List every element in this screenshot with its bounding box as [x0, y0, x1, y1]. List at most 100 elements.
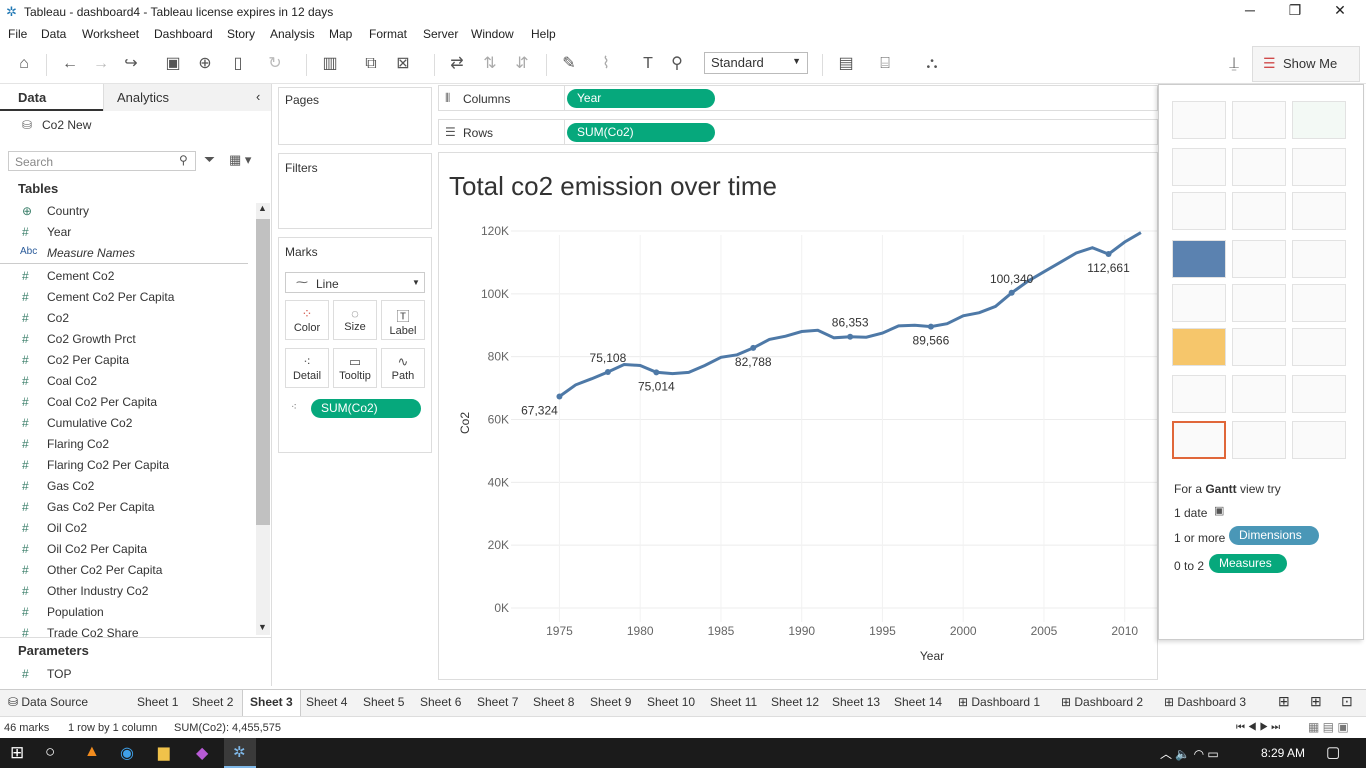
file-explorer-icon[interactable]: ▆: [158, 744, 170, 761]
windows-start-icon[interactable]: ⊞: [10, 743, 25, 762]
vlc-icon[interactable]: ▲: [84, 743, 100, 760]
menu-story[interactable]: Story: [227, 27, 256, 41]
field-gas-co2[interactable]: # Gas Co2: [0, 476, 255, 497]
chart-option-box-whisker[interactable]: [1292, 375, 1346, 413]
menu-dashboard[interactable]: Dashboard: [154, 27, 213, 41]
color-button[interactable]: ⁘ Color: [285, 300, 329, 340]
chart-option-circle-views[interactable]: [1232, 240, 1286, 278]
tab-dashboard-1[interactable]: ⊞ Dashboard 1: [958, 695, 1040, 709]
field-cement-co2[interactable]: # Cement Co2: [0, 266, 255, 287]
duplicate-icon[interactable]: ⧉: [365, 55, 377, 72]
new-worksheet-icon[interactable]: ▥: [322, 55, 338, 72]
tooltip-button[interactable]: ▭ Tooltip: [333, 348, 377, 388]
paint-app-icon[interactable]: ◆: [196, 745, 209, 762]
line-chart[interactable]: 0K 20K 40K 60K 80K 100K 120K 1975 1980 1985 1990 1…: [439, 153, 1157, 679]
scroll-thumb[interactable]: [256, 219, 270, 525]
tab-data[interactable]: Data: [0, 84, 103, 111]
field-flaring-co2[interactable]: # Flaring Co2: [0, 434, 255, 455]
chart-option-histogram[interactable]: [1232, 375, 1286, 413]
tab-sheet-1[interactable]: Sheet 1: [137, 695, 179, 709]
chart-option-side-by-side-circles[interactable]: [1292, 240, 1346, 278]
tab-sheet-10[interactable]: Sheet 10: [647, 695, 696, 709]
menu-server[interactable]: Server: [423, 27, 459, 41]
field-list-scrollbar[interactable]: ▲ ▼: [256, 203, 270, 635]
chart-option-text-table[interactable]: [1172, 101, 1226, 139]
columns-pill-year[interactable]: Year: [567, 89, 715, 108]
field-oil-co2[interactable]: # Oil Co2: [0, 518, 255, 539]
chart-option-stacked-bars[interactable]: [1232, 192, 1286, 230]
new-story-tab-icon[interactable]: ⊡: [1341, 693, 1353, 709]
field-co2-growth-prct[interactable]: # Co2 Growth Prct: [0, 329, 255, 350]
presentation-icon[interactable]: ⌸: [880, 55, 890, 72]
chart-option-horizontal-bars[interactable]: [1172, 192, 1226, 230]
sort-descending-icon[interactable]: ⇵: [515, 55, 529, 72]
chart-option-area-discrete[interactable]: [1232, 328, 1286, 366]
field-cumulative-co2[interactable]: # Cumulative Co2: [0, 413, 255, 434]
grid-view-icon[interactable]: ▦ ▤ ▣: [1308, 720, 1349, 734]
detail-button[interactable]: ⁖ Detail: [285, 348, 329, 388]
tab-sheet-11[interactable]: Sheet 11: [710, 695, 758, 709]
menu-format[interactable]: Format: [369, 27, 408, 41]
mark-pill-sum-co2[interactable]: SUM(Co2): [311, 399, 421, 418]
tab-sheet-12[interactable]: Sheet 12: [771, 695, 820, 709]
menu-data[interactable]: Data: [41, 27, 67, 41]
edge-icon[interactable]: ◉: [120, 745, 134, 762]
chart-option-area-continuous[interactable]: [1172, 328, 1226, 366]
new-dashboard-tab-icon[interactable]: ⊞: [1310, 693, 1322, 709]
chart-option-bullet[interactable]: [1232, 421, 1286, 459]
undo-icon[interactable]: ←: [62, 55, 78, 72]
datasource-name[interactable]: Co2 New: [42, 118, 92, 132]
menu-file[interactable]: File: [8, 27, 28, 41]
tab-analytics[interactable]: Analytics ‹: [103, 84, 271, 111]
attach-icon[interactable]: ⌇: [602, 55, 610, 72]
tab-sheet-13[interactable]: Sheet 13: [832, 695, 881, 709]
filters-card[interactable]: Filters: [278, 153, 432, 229]
collapse-icon[interactable]: ‹: [256, 89, 261, 104]
field-cement-co2-per-capita[interactable]: # Cement Co2 Per Capita: [0, 287, 255, 308]
chart-option-lines-discrete[interactable]: [1232, 284, 1286, 322]
chart-option-dual-lines[interactable]: [1292, 284, 1346, 322]
pin-icon[interactable]: ⚲: [671, 55, 683, 72]
share-icon[interactable]: ⛬: [926, 55, 938, 72]
menu-window[interactable]: Window: [471, 27, 514, 41]
series-line[interactable]: [558, 231, 1142, 398]
pages-card[interactable]: Pages: [278, 87, 432, 145]
chart-option-gantt[interactable]: [1172, 421, 1226, 459]
field-co2-per-capita[interactable]: # Co2 Per Capita: [0, 350, 255, 371]
home-icon[interactable]: ⌂: [19, 55, 29, 72]
field-year[interactable]: # Year: [0, 222, 255, 243]
chart-option-dual-combination[interactable]: [1292, 328, 1346, 366]
chart-option-pie[interactable]: [1292, 148, 1346, 186]
show-cards-icon[interactable]: ▤: [838, 55, 854, 72]
tab-sheet-9[interactable]: Sheet 9: [590, 695, 632, 709]
field-measure-names[interactable]: Abc Measure Names: [0, 243, 248, 264]
swap-icon[interactable]: ⇄: [450, 55, 464, 72]
pause-updates-icon[interactable]: ▯: [233, 55, 243, 72]
sheet-navigation-icon[interactable]: ⏮ ◀ ▶ ⏭: [1236, 722, 1281, 733]
tab-sheet-7[interactable]: Sheet 7: [477, 695, 519, 709]
chart-option-treemap[interactable]: [1172, 240, 1226, 278]
chart-option-scatter[interactable]: [1172, 375, 1226, 413]
restore-button[interactable]: ❐: [1288, 2, 1302, 18]
chart-option-highlight-table[interactable]: [1292, 101, 1346, 139]
tab-sheet-5[interactable]: Sheet 5: [363, 695, 405, 709]
scroll-up-icon[interactable]: ▲: [258, 203, 267, 213]
menu-analysis[interactable]: Analysis: [270, 27, 315, 41]
parameter-top[interactable]: # TOP: [0, 664, 255, 685]
tab-data-source[interactable]: ⛁ Data Source: [8, 695, 88, 709]
scroll-down-icon[interactable]: ▼: [258, 622, 267, 632]
field-oil-co2-per-capita[interactable]: # Oil Co2 Per Capita: [0, 539, 255, 560]
view-options-icon[interactable]: ▦ ▾: [229, 152, 252, 167]
clear-sheet-icon[interactable]: ⊠: [396, 55, 410, 72]
field-co2[interactable]: # Co2: [0, 308, 255, 329]
path-button[interactable]: ∿ Path: [381, 348, 425, 388]
chart-option-packed-bubbles[interactable]: [1292, 421, 1346, 459]
save-icon[interactable]: ▣: [165, 55, 181, 72]
field-coal-co2-per-capita[interactable]: # Coal Co2 Per Capita: [0, 392, 255, 413]
close-button[interactable]: ✕: [1334, 2, 1346, 18]
field-trade-co2-share[interactable]: # Trade Co2 Share: [0, 623, 255, 637]
tab-dashboard-3[interactable]: ⊞ Dashboard 3: [1164, 695, 1246, 709]
chart-option-filled-map[interactable]: [1232, 148, 1286, 186]
menu-help[interactable]: Help: [531, 27, 556, 41]
field-other-co2-per-capita[interactable]: # Other Co2 Per Capita: [0, 560, 255, 581]
